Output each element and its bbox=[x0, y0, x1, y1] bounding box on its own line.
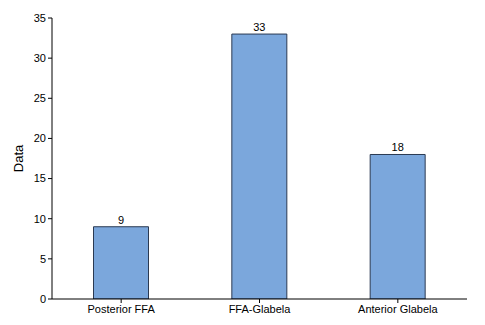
svg-text:Anterior Glabela: Anterior Glabela bbox=[358, 303, 438, 315]
svg-text:Posterior FFA: Posterior FFA bbox=[88, 303, 156, 315]
svg-text:25: 25 bbox=[34, 92, 46, 104]
svg-text:9: 9 bbox=[118, 214, 124, 226]
svg-text:35: 35 bbox=[34, 12, 46, 24]
svg-text:18: 18 bbox=[392, 141, 404, 153]
svg-text:FFA-Glabela: FFA-Glabela bbox=[229, 303, 292, 315]
svg-text:5: 5 bbox=[40, 253, 46, 265]
svg-text:30: 30 bbox=[34, 52, 46, 64]
svg-text:15: 15 bbox=[34, 172, 46, 184]
svg-text:Data: Data bbox=[11, 144, 26, 172]
svg-text:20: 20 bbox=[34, 132, 46, 144]
svg-text:0: 0 bbox=[40, 293, 46, 305]
svg-text:33: 33 bbox=[253, 21, 265, 33]
svg-text:10: 10 bbox=[34, 213, 46, 225]
